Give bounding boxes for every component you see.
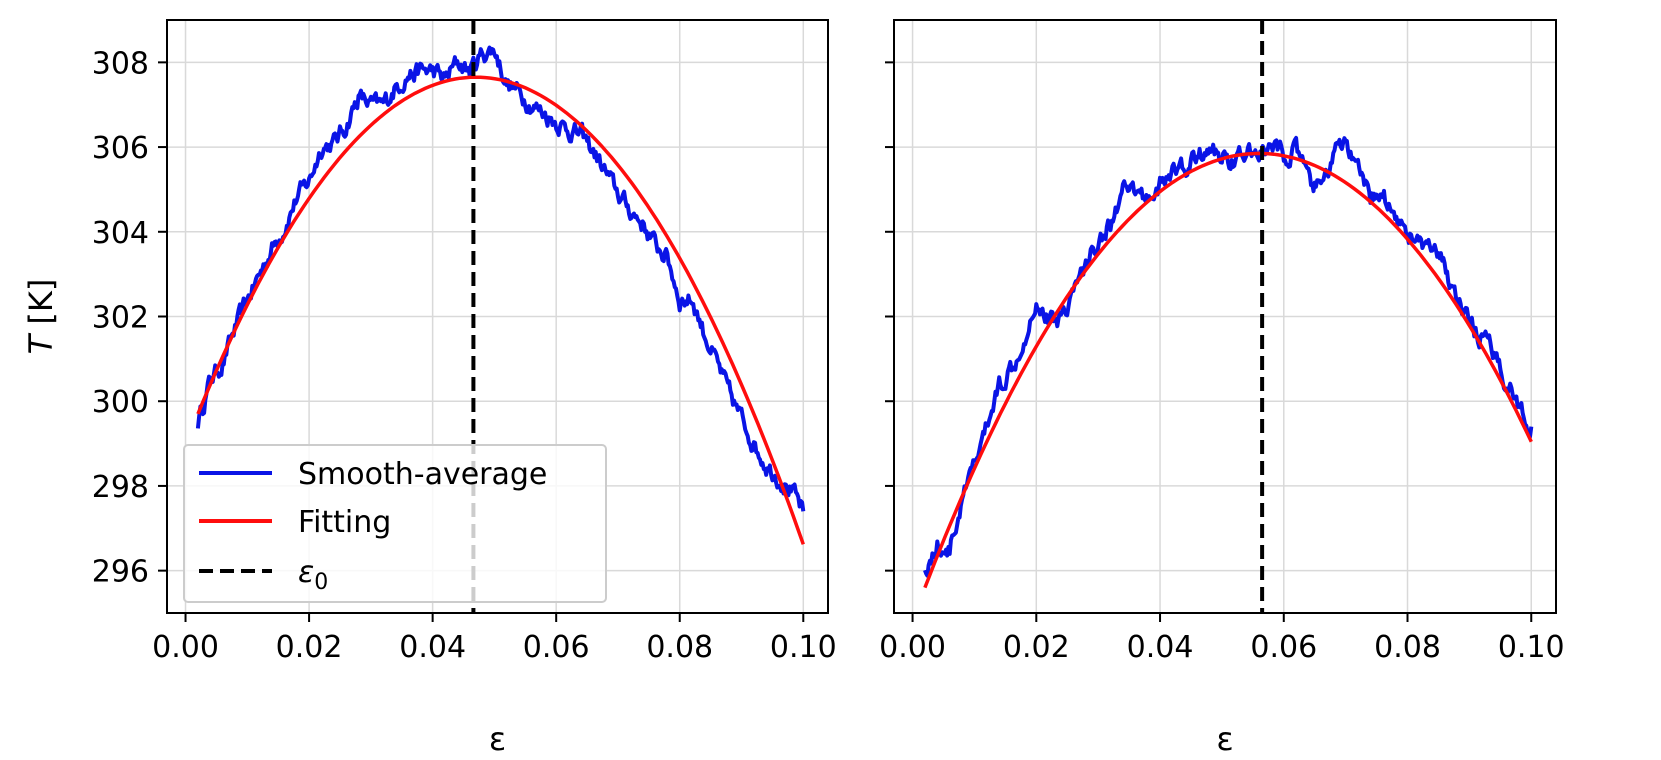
left-smooth-average-line xyxy=(195,45,806,512)
left-x-axis-label: ε xyxy=(489,720,506,758)
legend-label-eps0: ε0 xyxy=(298,555,328,595)
right-series xyxy=(923,20,1534,613)
left-ticks: 0.00 0.02 0.04 0.06 0.08 0.10 296 298 300 302 304 3… xyxy=(92,46,837,665)
right-smooth-average-line xyxy=(923,135,1534,578)
left-y-axis-label: T [K] xyxy=(22,279,60,355)
legend-label-smooth-average: Smooth-average xyxy=(298,457,547,492)
legend-label-fitting: Fitting xyxy=(298,505,391,540)
right-x-axis-label: ε xyxy=(1216,720,1233,758)
left-panel: 0.00 0.02 0.04 0.06 0.08 0.10 296 298 300 302 304 3… xyxy=(22,19,837,758)
right-ticks: 0.00 0.02 0.04 0.06 0.08 0.10 xyxy=(879,61,1565,665)
right-x-tick-label: 0.04 xyxy=(1127,630,1194,665)
y-axis-label-symbol: T xyxy=(22,332,60,354)
legend-eps0-symbol: ε xyxy=(298,555,314,590)
left-x-tick-label: 0.04 xyxy=(399,630,466,665)
legend-eps0-subscript: 0 xyxy=(314,570,328,595)
right-x-tick-label: 0.02 xyxy=(1003,630,1070,665)
left-x-tick-label: 0.10 xyxy=(770,630,837,665)
right-panel: 0.00 0.02 0.04 0.06 0.08 0.10 ε xyxy=(879,19,1565,758)
right-grid xyxy=(894,20,1556,613)
left-y-tick-label: 298 xyxy=(92,470,149,505)
left-x-tick-label: 0.08 xyxy=(646,630,713,665)
right-fitting-curve xyxy=(923,151,1533,589)
left-fitting-curve xyxy=(196,75,805,545)
y-axis-label-unit: [K] xyxy=(22,279,60,335)
left-y-tick-label: 306 xyxy=(92,131,149,166)
left-y-tick-label: 300 xyxy=(92,385,149,420)
left-y-tick-label: 308 xyxy=(92,46,149,81)
left-x-tick-label: 0.06 xyxy=(523,630,590,665)
right-x-tick-label: 0.08 xyxy=(1374,630,1441,665)
right-x-tick-label: 0.00 xyxy=(879,630,946,665)
right-x-tick-label: 0.10 xyxy=(1498,630,1565,665)
left-y-tick-label: 296 xyxy=(92,555,149,590)
left-y-tick-label: 302 xyxy=(92,301,149,336)
legend: Smooth-average Fitting ε0 xyxy=(183,444,607,603)
left-y-tick-label: 304 xyxy=(92,216,149,251)
left-x-tick-label: 0.00 xyxy=(152,630,219,665)
left-x-tick-label: 0.02 xyxy=(276,630,343,665)
right-x-tick-label: 0.06 xyxy=(1250,630,1317,665)
legend-box xyxy=(183,444,607,603)
